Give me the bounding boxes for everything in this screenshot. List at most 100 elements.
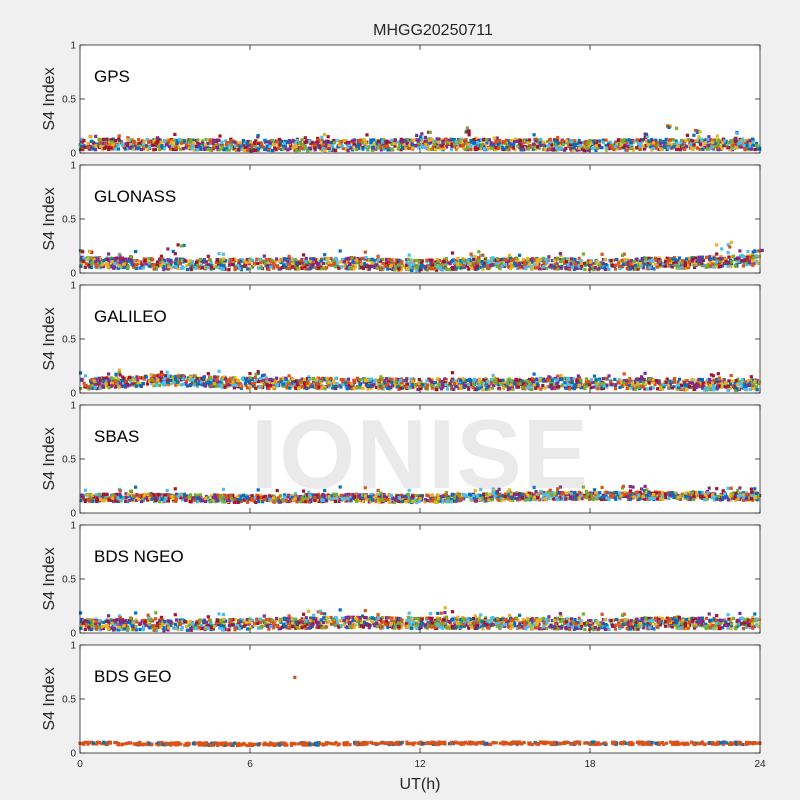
data-point [447, 261, 451, 265]
data-point [287, 266, 292, 270]
data-point-peak [477, 250, 481, 254]
data-point [270, 148, 274, 153]
data-point [674, 147, 679, 152]
data-point [654, 256, 658, 260]
data-point [240, 147, 244, 151]
data-point [731, 143, 735, 147]
data-point [389, 263, 394, 267]
data-point [430, 267, 434, 271]
data-point [708, 264, 712, 268]
data-point [287, 140, 291, 144]
data-point [228, 259, 232, 264]
data-point [180, 141, 184, 145]
data-point [321, 147, 325, 151]
data-point [95, 262, 99, 266]
data-point [129, 377, 133, 381]
data-point [554, 139, 558, 143]
data-point [621, 384, 625, 388]
data-point [184, 379, 188, 383]
data-point [189, 376, 193, 380]
data-point [365, 259, 369, 263]
data-point [79, 264, 83, 268]
data-point [657, 147, 661, 152]
data-point [627, 267, 631, 271]
data-point [718, 265, 722, 269]
data-point [123, 147, 127, 151]
data-point [486, 264, 490, 268]
data-point [354, 258, 358, 262]
data-point [329, 263, 333, 267]
data-point [658, 263, 662, 267]
data-point [529, 385, 533, 389]
data-point [715, 262, 719, 266]
data-point [676, 262, 680, 266]
data-point [645, 256, 649, 260]
data-point [571, 376, 575, 381]
data-point [532, 263, 536, 267]
data-point [181, 374, 186, 378]
data-point [258, 385, 262, 389]
data-point [480, 265, 484, 269]
data-point [499, 143, 504, 147]
data-point [372, 263, 376, 267]
data-point [301, 261, 305, 265]
data-point [603, 257, 607, 262]
data-point [557, 143, 561, 147]
data-point [142, 139, 146, 143]
data-point [228, 261, 232, 266]
data-point [106, 265, 110, 269]
data-point [604, 383, 609, 387]
data-point [167, 265, 171, 269]
data-point [485, 259, 489, 263]
data-point [219, 263, 223, 267]
data-point [553, 265, 557, 269]
data-point [317, 266, 321, 270]
data-point [522, 141, 526, 145]
data-point [671, 138, 676, 142]
data-point [346, 149, 350, 153]
data-point [374, 385, 378, 389]
data-point [342, 264, 346, 268]
data-point [556, 267, 560, 271]
data-point [510, 385, 514, 389]
data-point [511, 146, 515, 150]
data-point [281, 147, 285, 151]
data-point [424, 139, 428, 143]
data-point [734, 379, 738, 383]
data-point [98, 266, 102, 270]
data-point [394, 377, 398, 381]
data-point [432, 142, 437, 146]
data-point [468, 258, 472, 262]
data-point [371, 148, 375, 152]
data-point [470, 266, 474, 270]
data-point [403, 379, 407, 383]
data-point [83, 374, 88, 378]
data-point [739, 139, 743, 143]
data-point [448, 381, 452, 385]
data-point [489, 259, 493, 263]
data-point [582, 148, 586, 152]
data-point-peak [720, 247, 724, 251]
data-point [252, 263, 256, 267]
data-point [410, 144, 414, 148]
data-point [259, 261, 263, 265]
data-point [727, 255, 731, 259]
data-point [338, 249, 342, 253]
data-point [317, 384, 321, 388]
data-point [622, 252, 626, 256]
data-point [137, 142, 142, 146]
data-point [708, 255, 712, 259]
data-point [283, 265, 287, 269]
data-point [354, 386, 359, 390]
data-point [191, 144, 195, 148]
data-point [254, 147, 258, 151]
data-point [346, 256, 351, 260]
data-point [485, 141, 489, 145]
data-point [288, 147, 292, 151]
data-point [574, 262, 578, 266]
data-point [583, 267, 587, 272]
data-point [300, 380, 304, 384]
data-point [671, 260, 675, 264]
data-point [459, 266, 463, 270]
data-point [481, 388, 485, 392]
